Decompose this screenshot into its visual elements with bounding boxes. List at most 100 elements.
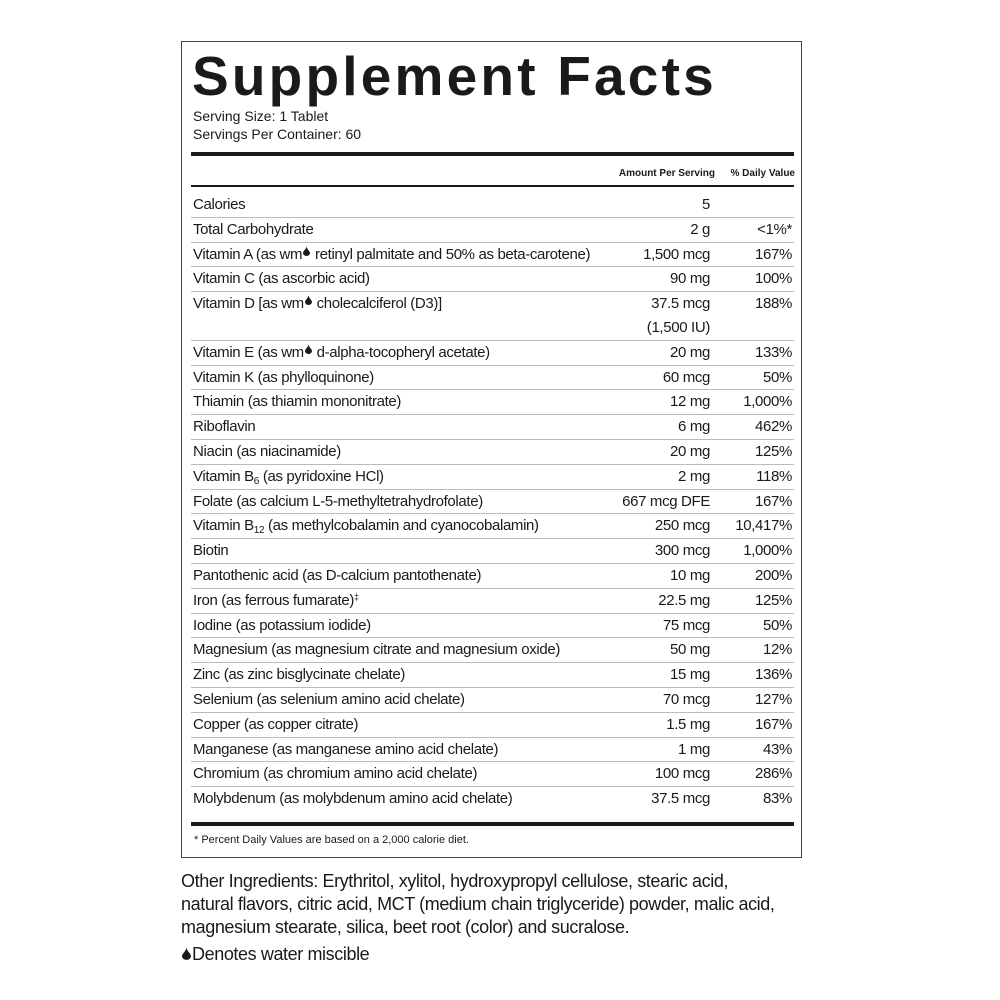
amount: 90 mg bbox=[670, 267, 710, 291]
amount-value: 60 mcg bbox=[662, 368, 710, 386]
table-row: Thiamin (as thiamin mononitrate) 12 mg 1,0… bbox=[191, 390, 794, 416]
nutrient-name: Vitamin E (as wm d-alpha-tocopheryl acet… bbox=[193, 343, 491, 361]
daily-value: 133% bbox=[755, 343, 792, 361]
serving-size: Serving Size: 1 Tablet bbox=[193, 108, 329, 124]
table-row: Niacin (as niacinamide) 20 mg 125% bbox=[191, 440, 794, 465]
daily-value: 50% bbox=[763, 616, 792, 634]
column-header: Amount Per Serving bbox=[618, 168, 715, 179]
name-part: Thiamin (as thiamin mononitrate) bbox=[193, 393, 402, 411]
drop-icon bbox=[304, 295, 312, 306]
nutrient-name: Biotin bbox=[193, 542, 229, 559]
table-row: Biotin 300 mcg 1,000% bbox=[191, 539, 794, 564]
daily-value: 200% bbox=[755, 566, 792, 584]
nutrient-name: Copper (as copper citrate) bbox=[193, 715, 359, 733]
amount-value: 22.5 mg bbox=[658, 591, 710, 609]
name-part: Copper (as copper citrate) bbox=[193, 715, 359, 733]
table-row: Zinc (as zinc bisglycinate chelate) 15 mg… bbox=[191, 663, 794, 688]
daily-value: 12% bbox=[763, 641, 792, 659]
title: Supplement Facts bbox=[192, 45, 717, 107]
amount-value: 20 mg bbox=[670, 343, 710, 361]
amount: 37.5 mcg bbox=[651, 787, 710, 811]
amount: 1,500 mcg bbox=[643, 243, 710, 267]
amount: 2 mg bbox=[678, 465, 710, 489]
amount-value: 1.5 mg bbox=[666, 715, 710, 733]
nutrient-name: Vitamin B12 (as methylcobalamin and cyan… bbox=[193, 517, 539, 536]
amount-value: 15 mg bbox=[670, 666, 710, 684]
amount-value: 1 mg bbox=[678, 740, 710, 758]
amount: 667 mcg DFE bbox=[622, 490, 710, 514]
rule bbox=[191, 152, 794, 156]
name-part: retinyl palmitate and 50% as beta-carote… bbox=[311, 245, 591, 263]
nutrient-name: Vitamin D [as wm cholecalciferol (D3)] bbox=[193, 295, 442, 312]
amount-value: 37.5 mcg bbox=[651, 790, 710, 808]
table-row: Vitamin K (as phylloquinone) 60 mcg 50% bbox=[191, 366, 794, 391]
subscript: 6 bbox=[253, 475, 260, 487]
daily-value: 100% bbox=[755, 270, 792, 288]
amount: 5 bbox=[702, 193, 710, 217]
name-part: Vitamin B bbox=[193, 517, 254, 535]
name-part: Vitamin B bbox=[193, 467, 254, 485]
table-row: Iron (as ferrous fumarate)‡ 22.5 mg 125% bbox=[191, 589, 794, 614]
name-part: Vitamin A (as wm bbox=[193, 245, 303, 263]
daily-value: 125% bbox=[755, 591, 792, 609]
table-row: Riboflavin 6 mg 462% bbox=[191, 415, 794, 440]
name-part: Iron (as ferrous fumarate) bbox=[193, 591, 354, 609]
daily-value: 188% bbox=[755, 295, 792, 313]
nutrient-name: Iron (as ferrous fumarate)‡ bbox=[193, 592, 359, 609]
daily-value: 136% bbox=[755, 666, 792, 684]
name-part: Vitamin C (as ascorbic acid) bbox=[193, 270, 370, 288]
daily-value: 1,000% bbox=[743, 542, 792, 560]
nutrient-name: Thiamin (as thiamin mononitrate) bbox=[193, 393, 401, 410]
table-row: Vitamin E (as wm d-alpha-tocopheryl acet… bbox=[191, 341, 794, 366]
nutrient-name: Calories bbox=[193, 196, 246, 213]
daily-value: 1,000% bbox=[743, 393, 792, 411]
amount: 60 mcg bbox=[663, 366, 710, 390]
amount: 37.5 mcg (1,500 IU) bbox=[647, 292, 711, 340]
nutrient-name: Vitamin B6 (as pyridoxine HCl) bbox=[193, 468, 384, 487]
name-part: Selenium (as selenium amino acid chelate… bbox=[193, 690, 465, 708]
nutrient-name: Niacin (as niacinamide) bbox=[193, 443, 341, 460]
amount-value: 50 mg bbox=[670, 641, 710, 659]
nutrient-name: Vitamin A (as wm retinyl palmitate and 5… bbox=[193, 245, 591, 263]
daily-value: 167% bbox=[755, 492, 792, 510]
amount: 10 mg bbox=[670, 564, 710, 588]
drop-icon bbox=[304, 343, 312, 354]
amount-value: 10 mg bbox=[670, 566, 710, 584]
nutrient-name: Riboflavin bbox=[193, 418, 256, 435]
table-row: Vitamin C (as ascorbic acid) 90 mg 100% bbox=[191, 267, 794, 293]
amount-value: 5 bbox=[702, 196, 710, 213]
amount-value: 2 g bbox=[690, 220, 710, 238]
amount-value: 100 mcg bbox=[654, 765, 710, 783]
amount: 70 mcg bbox=[663, 688, 710, 712]
table-row: Iodine (as potassium iodide) 75 mcg 50% bbox=[191, 614, 794, 639]
name-part: Chromium (as chromium amino acid chelate… bbox=[193, 765, 478, 783]
amount: 12 mg bbox=[670, 390, 710, 414]
name-part: Zinc (as zinc bisglycinate chelate) bbox=[193, 666, 406, 684]
name-part: (as methylcobalamin and cyanocobalamin) bbox=[264, 517, 539, 535]
amount-value: 20 mg bbox=[670, 442, 710, 460]
daily-value: 167% bbox=[755, 715, 792, 733]
table-row: Calories 5 bbox=[191, 193, 794, 218]
daily-value: 50% bbox=[763, 368, 792, 386]
amount: 100 mcg bbox=[655, 762, 710, 786]
amount-value: 6 mg bbox=[678, 418, 710, 436]
daily-value: 286% bbox=[755, 765, 792, 783]
drop-icon bbox=[182, 947, 191, 960]
amount: 15 mg bbox=[670, 663, 710, 687]
amount: 300 mcg bbox=[655, 539, 710, 563]
name-part: Total Carbohydrate bbox=[193, 220, 314, 238]
superscript: ‡ bbox=[353, 591, 359, 602]
amount-value: 2 mg bbox=[678, 467, 710, 485]
legend-text: Denotes water miscible bbox=[192, 944, 370, 964]
table-row: Vitamin B6 (as pyridoxine HCl) 2 mg 118% bbox=[191, 465, 794, 490]
amount: 250 mcg bbox=[655, 514, 710, 538]
drop-icon bbox=[303, 245, 311, 256]
column-header: % Daily Value bbox=[730, 168, 795, 179]
daily-value: 125% bbox=[755, 442, 792, 460]
rule bbox=[191, 822, 794, 826]
name-part: d-alpha-tocopheryl acetate) bbox=[312, 343, 491, 361]
daily-value: 127% bbox=[755, 690, 792, 708]
nutrient-name: Selenium (as selenium amino acid chelate… bbox=[193, 691, 465, 708]
legend: Denotes water miscible bbox=[181, 944, 370, 965]
daily-value: 83% bbox=[763, 790, 792, 808]
